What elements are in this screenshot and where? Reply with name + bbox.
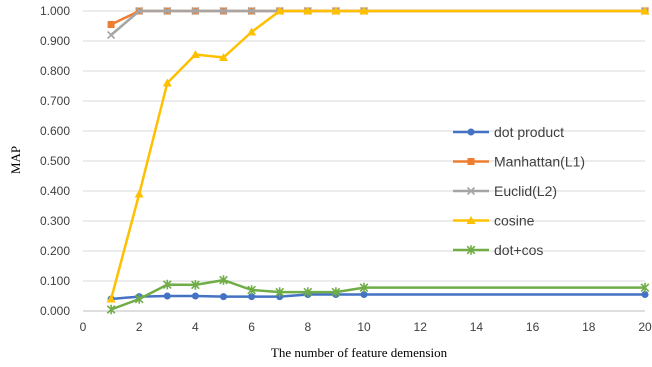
legend-item: Euclid(L2) [453, 183, 557, 199]
y-tick-label: 1.000 [40, 4, 70, 18]
x-tick-label: 8 [304, 320, 311, 334]
data-point [275, 287, 285, 297]
data-point [134, 294, 144, 304]
data-point [106, 294, 116, 303]
data-point [191, 280, 200, 290]
legend-label: Euclid(L2) [494, 183, 557, 199]
data-point [106, 304, 116, 315]
legend-label: cosine [494, 213, 535, 229]
x-tick-label: 0 [80, 320, 87, 334]
data-point [107, 30, 116, 40]
data-point [331, 6, 341, 15]
legend-label: Manhattan(L1) [494, 154, 585, 170]
data-point [163, 6, 172, 16]
data-point [640, 282, 650, 293]
data-point [247, 6, 256, 16]
legend-swatch-marker [467, 128, 475, 136]
x-tick-label: 16 [526, 320, 540, 334]
x-tick-label: 14 [470, 320, 484, 334]
series-3 [106, 6, 650, 303]
data-point [303, 287, 313, 297]
data-point [640, 6, 650, 15]
data-point [134, 189, 144, 198]
series-line [110, 9, 645, 26]
x-tick-label: 6 [248, 320, 255, 334]
data-point [190, 50, 200, 58]
series-0 [107, 291, 649, 303]
x-tick-labels: 0 2 4 6 8 10 12 14 16 18 20 [80, 320, 652, 334]
y-tick-label: 0.400 [40, 184, 70, 198]
x-tick-label: 10 [357, 320, 371, 334]
data-point [135, 6, 144, 16]
y-tick-labels: 0.000 0.100 0.200 0.300 0.400 0.500 0.600 0.700… [40, 4, 70, 318]
x-tick-label: 20 [638, 320, 652, 334]
legend-swatch-marker [466, 216, 476, 224]
x-tick-label: 4 [192, 320, 199, 334]
y-tick-label: 0.700 [40, 94, 70, 108]
y-tick-label: 0.900 [40, 34, 70, 48]
x-tick-label: 2 [136, 320, 143, 334]
y-tick-label: 0.000 [40, 304, 70, 318]
x-tick-label: 12 [414, 320, 428, 334]
data-point [331, 287, 341, 297]
y-tick-label: 0.200 [40, 244, 70, 258]
series-line [110, 293, 645, 301]
data-point [275, 6, 285, 15]
data-point [191, 6, 200, 16]
legend-label: dot product [494, 124, 564, 140]
legend-item: dot+cos [453, 242, 543, 258]
legend-swatch-marker [466, 186, 476, 196]
data-point [641, 291, 649, 298]
y-tick-label: 0.300 [40, 214, 70, 228]
data-point [162, 279, 172, 290]
series-4 [106, 275, 650, 315]
data-point [219, 6, 228, 16]
legend-label: dot+cos [494, 242, 543, 258]
data-point [163, 292, 171, 300]
y-axis-title: MAP [8, 146, 23, 174]
data-point [247, 27, 257, 36]
series-line [110, 9, 645, 36]
legend: dot product Manhattan(L1) Euclid(L2) cosine… [453, 124, 585, 258]
y-tick-label: 0.100 [40, 274, 70, 288]
y-tick-label: 0.800 [40, 64, 70, 78]
legend-item: cosine [453, 213, 535, 229]
legend-item: Manhattan(L1) [453, 154, 585, 170]
data-point [359, 6, 369, 15]
data-point [359, 282, 369, 293]
y-tick-label: 0.500 [40, 154, 70, 168]
data-point [219, 275, 228, 285]
data-point [107, 21, 115, 28]
legend-swatch-marker [466, 245, 476, 255]
data-point [360, 291, 368, 298]
x-axis-title: The number of feature demension [271, 345, 448, 360]
data-point [219, 53, 228, 61]
data-point [191, 292, 199, 300]
data-point [220, 293, 227, 301]
y-tick-label: 0.600 [40, 124, 70, 138]
series-group [106, 6, 650, 315]
legend-item: dot product [453, 124, 564, 140]
data-point [248, 293, 256, 301]
x-tick-label: 18 [582, 320, 596, 334]
data-point [247, 285, 256, 295]
legend-swatch-marker [467, 158, 475, 165]
data-point [303, 6, 313, 15]
data-point [162, 78, 172, 87]
